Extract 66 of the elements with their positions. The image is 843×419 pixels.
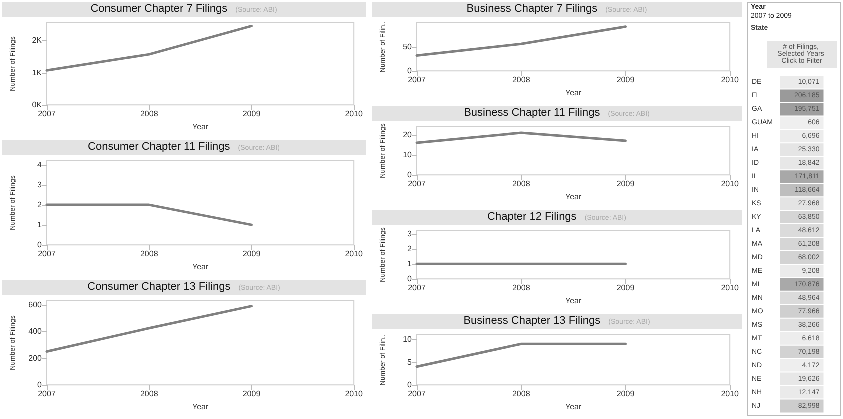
x-tick-label: 2008 — [140, 390, 159, 399]
y-tick-label: 1 — [38, 220, 43, 230]
x-tick-label: 2007 — [38, 250, 56, 259]
x-tick-label: 2008 — [512, 284, 531, 293]
y-tick-label: 4 — [38, 160, 43, 170]
y-tick-label: 0 — [38, 380, 43, 390]
chart-title: Consumer Chapter 7 Filings — [90, 3, 228, 15]
x-axis-title: Year — [565, 402, 582, 412]
x-tick-label: 2010 — [345, 250, 364, 259]
x-tick-label: 2008 — [512, 180, 531, 189]
chart-title: Business Chapter 7 Filings — [466, 3, 598, 15]
x-tick-label: 2009 — [616, 284, 636, 293]
x-tick-label: 2007 — [408, 284, 426, 293]
x-tick-label: 2007 — [38, 110, 56, 119]
x-tick-label: 2008 — [512, 76, 531, 85]
x-tick-label: 2009 — [616, 76, 636, 85]
y-tick-label: 5 — [408, 358, 413, 367]
chart-title: Chapter 12 Filings — [488, 211, 577, 223]
x-tick-label: 2009 — [616, 180, 636, 189]
x-tick-label: 2009 — [242, 390, 262, 399]
y-tick-label: 10 — [403, 150, 413, 160]
x-tick-label: 2010 — [721, 76, 740, 85]
y-tick-label: 400 — [28, 327, 43, 336]
y-tick-label: 3 — [38, 180, 43, 190]
x-tick-label: 2010 — [345, 390, 364, 399]
y-tick-label: 2 — [408, 244, 413, 254]
x-axis-title: Year — [565, 192, 582, 202]
y-tick-label: 50 — [403, 42, 413, 52]
x-tick-label: 2009 — [242, 110, 262, 119]
y-tick-label: 0 — [408, 274, 413, 284]
chart-title: Business Chapter 11 Filings — [464, 107, 600, 119]
x-axis-title: Year — [565, 88, 582, 98]
x-tick-label: 2008 — [140, 250, 159, 259]
y-tick-label: 10 — [403, 335, 413, 344]
x-tick-label: 2007 — [38, 390, 56, 399]
y-tick-label: 0 — [408, 170, 413, 180]
chart-title: Consumer Chapter 13 Filings — [88, 281, 231, 293]
x-tick-label: 2010 — [721, 284, 740, 293]
x-tick-label: 2010 — [721, 180, 740, 189]
y-tick-label: 200 — [28, 354, 43, 363]
y-tick-label: 1 — [408, 260, 413, 269]
x-tick-label: 2007 — [408, 390, 426, 399]
x-tick-label: 2008 — [140, 110, 159, 119]
x-axis-title: Year — [192, 402, 209, 412]
x-tick-label: 2009 — [616, 390, 636, 399]
y-tick-label: 0 — [408, 380, 413, 390]
x-tick-label: 2010 — [345, 110, 364, 119]
y-tick-label: 2 — [38, 200, 43, 210]
y-tick-label: 2K — [32, 36, 43, 46]
x-tick-label: 2007 — [408, 76, 426, 85]
x-axis-title: Year — [192, 122, 209, 132]
x-axis-title: Year — [192, 262, 209, 272]
y-tick-label: 1K — [32, 68, 43, 78]
x-axis-title: Year — [565, 296, 582, 306]
chart-title: Business Chapter 13 Filings — [464, 315, 601, 327]
y-tick-label: 600 — [28, 300, 43, 310]
x-tick-label: 2009 — [242, 250, 262, 259]
y-tick-label: 0 — [408, 66, 413, 76]
y-tick-label: 20 — [403, 130, 413, 140]
y-tick-label: 3 — [408, 230, 413, 239]
x-tick-label: 2008 — [512, 390, 531, 399]
x-tick-label: 2007 — [408, 180, 426, 189]
y-tick-label: 0 — [38, 240, 43, 250]
x-tick-label: 2010 — [721, 390, 740, 399]
chart-title: Consumer Chapter 11 Filings — [88, 141, 230, 153]
y-tick-label: 0K — [32, 100, 43, 110]
